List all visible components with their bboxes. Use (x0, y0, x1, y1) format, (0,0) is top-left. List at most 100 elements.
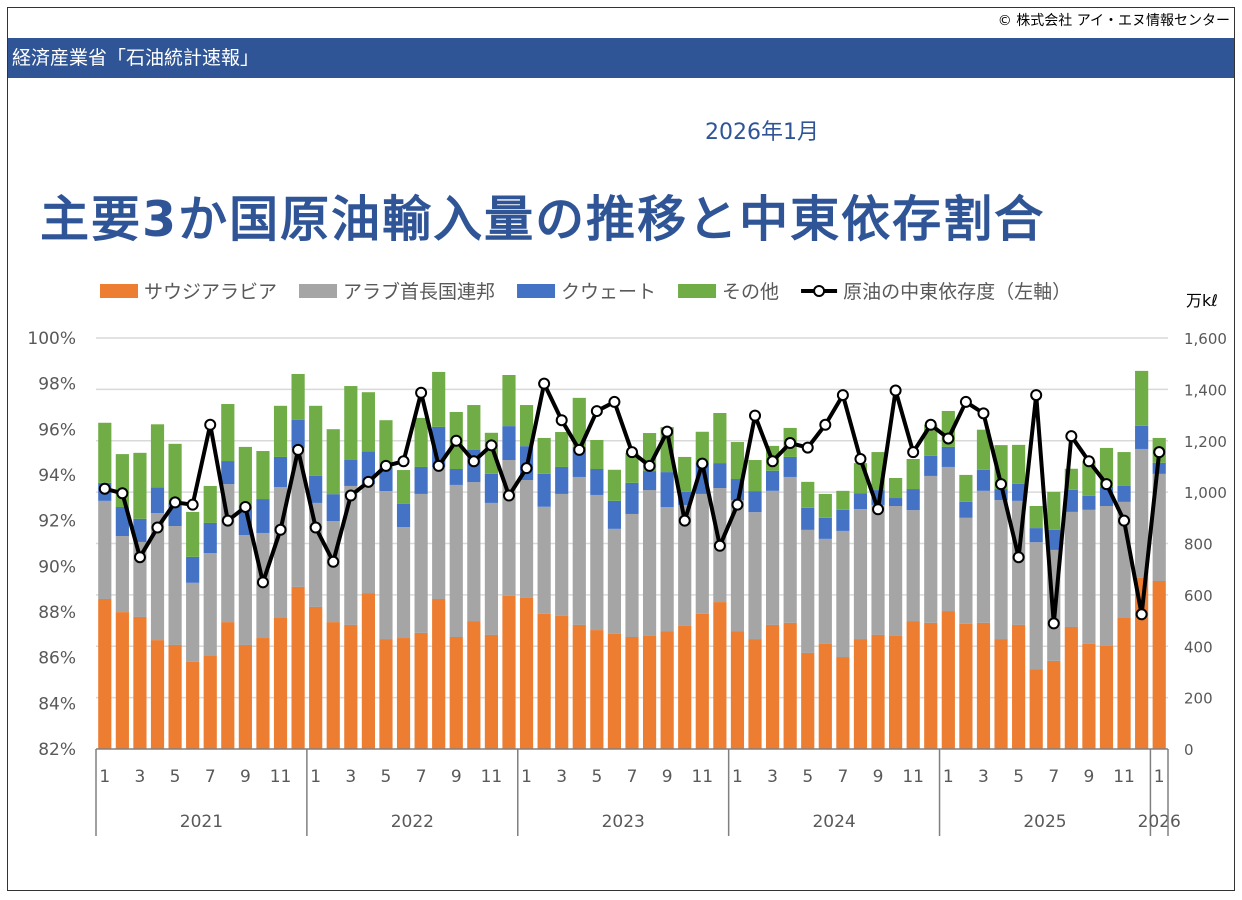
left-axis-tick: 92% (38, 512, 76, 532)
bar-kuwait (748, 491, 762, 513)
bar-uae (203, 553, 217, 657)
year-label: 2026 (1138, 812, 1181, 832)
bar-saudi (590, 630, 604, 749)
bar-other (1047, 491, 1061, 530)
line-point (151, 521, 164, 534)
month-label: 1 (732, 767, 743, 787)
line-point (221, 514, 234, 527)
bar-kuwait (625, 482, 639, 514)
left-axis-tick: 84% (38, 694, 76, 714)
legend-label: 原油の中東依存度（左軸） (843, 281, 1071, 303)
bar-other (150, 424, 165, 488)
month-label: 3 (767, 767, 778, 787)
bar-uae (959, 517, 973, 624)
bar-saudi (484, 634, 498, 749)
line-point (836, 389, 849, 402)
bar-kuwait (906, 489, 920, 511)
bar-other (1012, 444, 1026, 484)
bar-other (889, 477, 903, 499)
bar-kuwait (766, 470, 780, 491)
bar-uae (291, 447, 305, 587)
bar-saudi (853, 639, 868, 749)
bar-uae (783, 476, 797, 623)
left-axis-tick: 90% (38, 557, 76, 577)
bar-saudi (1012, 624, 1026, 749)
month-label: 7 (205, 767, 216, 787)
month-label: 7 (627, 767, 638, 787)
bar-other (432, 371, 446, 427)
year-label: 2024 (812, 812, 855, 832)
month-label: 7 (837, 767, 848, 787)
bar-kuwait (959, 501, 973, 518)
bar-saudi (115, 612, 129, 749)
month-label: 1 (310, 767, 321, 787)
chart-frame (7, 7, 1235, 891)
bar-saudi (168, 644, 182, 749)
bar-saudi (555, 615, 569, 749)
line-point (538, 377, 551, 390)
line-point (696, 457, 709, 470)
bar-other (625, 452, 639, 483)
bar-kuwait (502, 426, 516, 461)
bar-uae (695, 493, 709, 614)
bar-saudi (924, 622, 938, 749)
month-label: 9 (1084, 767, 1095, 787)
bar-other (396, 470, 411, 504)
bar-other (273, 405, 288, 457)
bar-other (730, 442, 745, 480)
bar-other (976, 429, 991, 470)
year-label: 2025 (1023, 812, 1066, 832)
line-point (309, 521, 322, 534)
bar-other (221, 404, 235, 462)
chart-title: 主要3か国原油輸入量の推移と中東依存割合 (40, 191, 1046, 248)
month-label: 3 (345, 767, 356, 787)
bar-kuwait (801, 507, 815, 530)
line-point (344, 489, 357, 502)
line-point (889, 384, 902, 397)
bar-other (326, 429, 340, 495)
month-label: 11 (902, 767, 924, 787)
bar-saudi (818, 643, 832, 749)
line-point (907, 446, 920, 459)
bar-uae (853, 509, 868, 640)
bar-uae (642, 490, 657, 636)
legend-swatch-kuwait (517, 284, 556, 298)
year-label: 2021 (180, 812, 223, 832)
bar-kuwait (818, 517, 832, 539)
bar-kuwait (1135, 425, 1149, 449)
bar-saudi (309, 606, 323, 749)
bar-uae (889, 505, 903, 636)
bar-uae (924, 475, 938, 623)
month-label: 11 (1113, 767, 1135, 787)
line-point (362, 475, 375, 488)
bar-kuwait (1082, 495, 1096, 510)
bar-other (572, 397, 586, 447)
month-label: 9 (662, 767, 673, 787)
bar-kuwait (783, 456, 797, 477)
bar-other (309, 405, 323, 476)
bar-uae (432, 466, 446, 599)
line-point (239, 500, 252, 513)
bar-kuwait (273, 456, 288, 487)
bar-kuwait (361, 451, 375, 485)
line-point (520, 462, 533, 475)
month-label: 5 (591, 767, 602, 787)
bar-kuwait (150, 487, 165, 514)
bar-kuwait (291, 419, 305, 448)
line-point (819, 418, 832, 431)
bar-saudi (221, 622, 235, 749)
legend-swatch-other (678, 284, 717, 298)
left-axis-tick: 100% (27, 329, 76, 349)
bar-other (1029, 505, 1043, 529)
month-label: 3 (556, 767, 567, 787)
right-axis-tick: 1,600 (1184, 330, 1227, 348)
bar-saudi (607, 633, 622, 749)
line-point (1153, 446, 1166, 459)
bar-other (168, 443, 182, 503)
bar-uae (625, 513, 639, 638)
right-axis-tick: 400 (1184, 638, 1213, 656)
bar-saudi (766, 624, 780, 749)
bar-kuwait (853, 493, 868, 510)
bar-other (379, 420, 393, 468)
bar-uae (467, 482, 481, 622)
